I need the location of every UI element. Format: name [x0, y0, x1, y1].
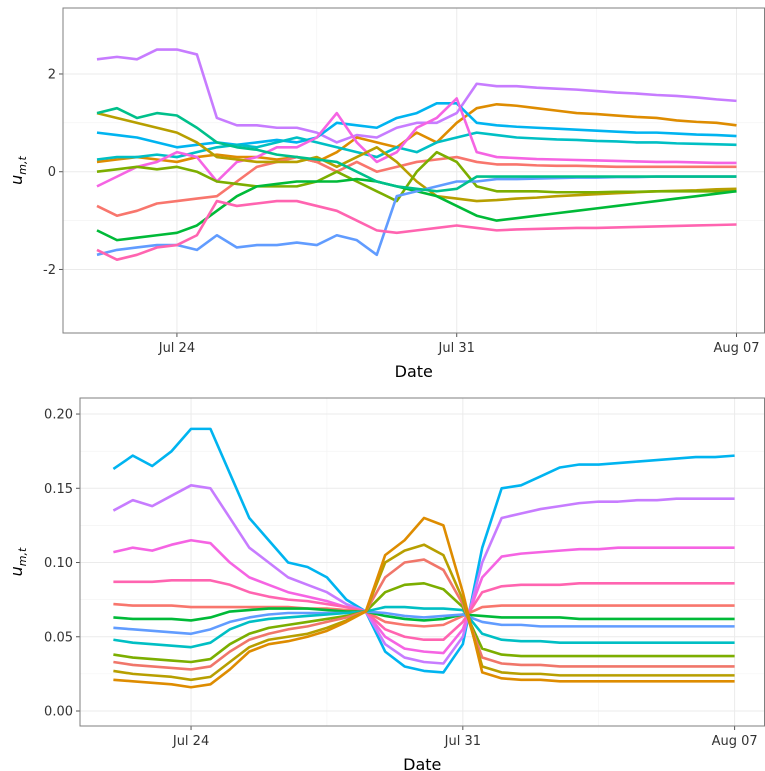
y-tick-label: 0	[48, 165, 56, 180]
x-tick-label: Jul 31	[444, 734, 481, 749]
series-line	[113, 579, 735, 642]
x-tick-label: Aug 07	[712, 734, 758, 749]
series-line	[113, 538, 735, 655]
y-tick-label: 0.20	[44, 408, 73, 423]
series-line	[113, 610, 735, 636]
x-axis-title: Date	[395, 362, 433, 381]
series-line	[113, 602, 735, 628]
series-line	[96, 102, 737, 164]
series-line	[113, 543, 735, 682]
series-line	[112, 484, 735, 665]
x-axis-title: Date	[403, 755, 441, 771]
y-tick-label: 0.10	[44, 556, 73, 571]
y-tick-label: 0.15	[44, 482, 73, 497]
chart-panel: -2 0 2 Jul 24 Jul 31 Aug 07 Date um,t	[7, 7, 765, 381]
x-tick-label: Jul 31	[438, 341, 475, 356]
series-line	[96, 48, 737, 144]
y-axis-title-main: u	[7, 175, 26, 185]
y-axis-title: um,t	[7, 547, 29, 576]
panel-border	[79, 397, 765, 727]
y-tick-label: 2	[48, 67, 56, 82]
series-line	[96, 106, 737, 193]
plot-area	[96, 48, 737, 261]
y-tick-label: 0.05	[44, 630, 73, 645]
panel-border	[62, 7, 765, 334]
series-line	[96, 155, 737, 218]
y-axis-title-main: u	[7, 566, 26, 576]
series-line	[96, 150, 737, 203]
y-axis-title-sub: m,t	[16, 155, 29, 174]
series-line	[96, 199, 737, 261]
chart-panel: 0.00 0.05 0.10 0.15 0.20 Jul 24 Jul 31 Aug 07 Da…	[7, 397, 765, 771]
series-line	[113, 605, 735, 649]
series-line	[96, 102, 737, 149]
series-line	[113, 607, 735, 622]
series-line	[113, 516, 735, 689]
y-axis-title: um,t	[7, 155, 29, 184]
x-tick-label: Aug 07	[713, 341, 759, 356]
y-tick-label: -2	[43, 263, 56, 278]
series-line	[113, 558, 735, 671]
series-line	[96, 97, 737, 188]
plot-area	[112, 427, 735, 689]
x-tick-label: Jul 24	[158, 341, 195, 356]
series-line	[96, 131, 737, 161]
series-line	[113, 582, 735, 664]
y-tick-label: 0.00	[44, 705, 73, 720]
y-axis-title-sub: m,t	[16, 547, 29, 566]
x-tick-label: Jul 24	[172, 734, 209, 749]
series-line	[112, 427, 735, 674]
